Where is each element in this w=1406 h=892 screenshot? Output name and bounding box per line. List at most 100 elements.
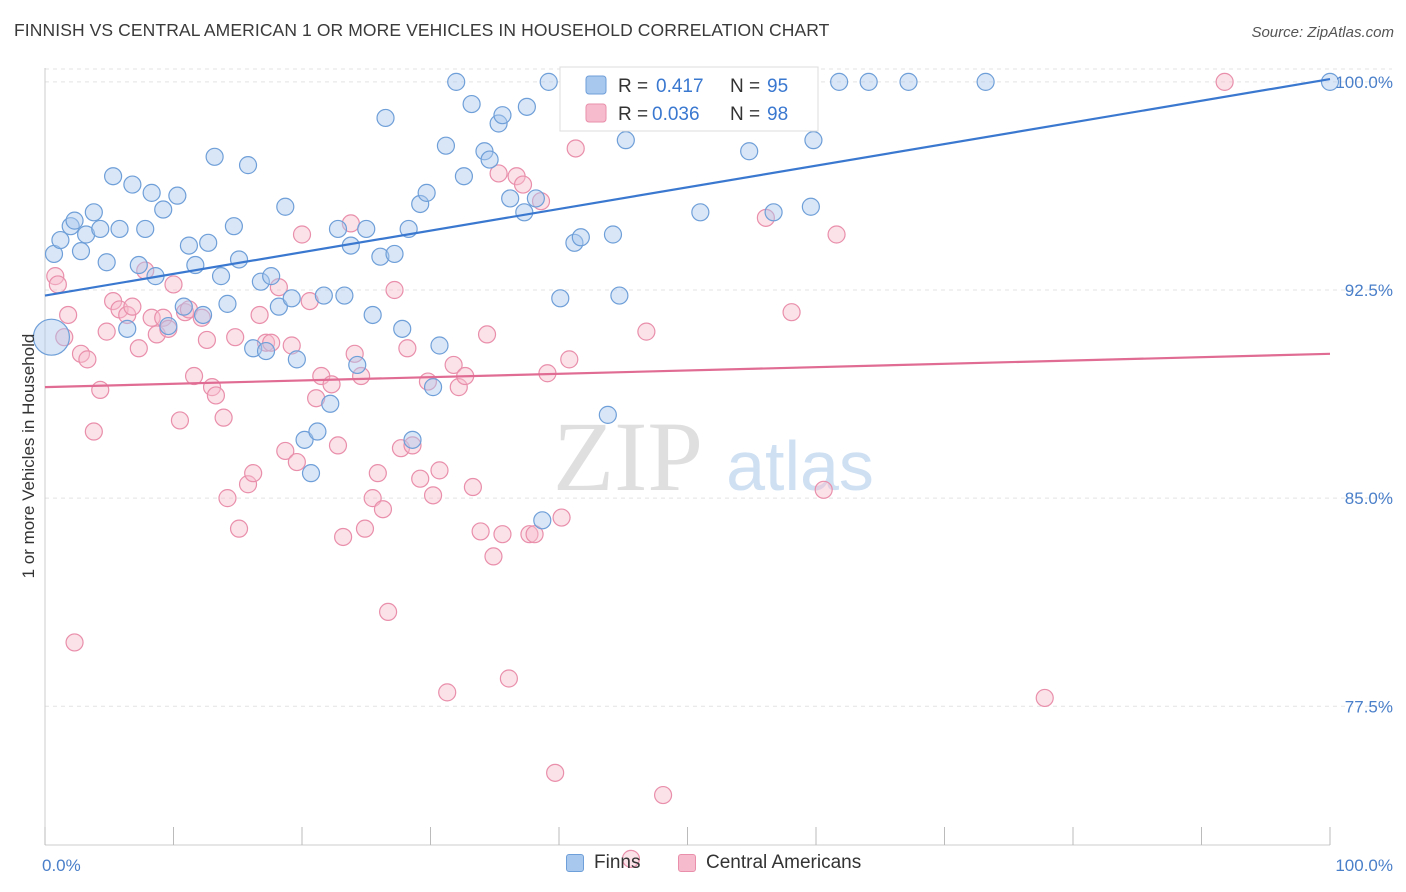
data-point-finns bbox=[616, 131, 635, 150]
source-label: Source: ZipAtlas.com bbox=[1251, 24, 1394, 41]
data-point-finns bbox=[526, 189, 545, 208]
data-point-central-americans bbox=[477, 325, 497, 344]
data-point-finns bbox=[804, 131, 823, 150]
data-point-central-americans bbox=[250, 305, 269, 325]
data-point-finns bbox=[136, 219, 155, 239]
data-point-finns bbox=[976, 72, 995, 91]
data-point-finns bbox=[110, 219, 129, 239]
data-point-finns bbox=[571, 228, 590, 247]
data-point-finns bbox=[321, 394, 340, 413]
data-point-central-americans bbox=[403, 436, 422, 455]
data-point-central-americans bbox=[430, 461, 449, 480]
data-point-finns bbox=[385, 244, 404, 264]
data-point-central-americans bbox=[244, 464, 263, 483]
data-point-finns bbox=[32, 318, 71, 356]
data-point-finns bbox=[610, 286, 629, 305]
data-point-central-americans bbox=[328, 436, 348, 455]
data-point-finns bbox=[51, 230, 70, 250]
data-point-central-americans bbox=[423, 486, 443, 505]
watermark-atlas: atlas bbox=[726, 427, 874, 505]
data-point-central-americans bbox=[363, 489, 382, 508]
data-point-finns bbox=[224, 217, 243, 236]
data-point-finns bbox=[603, 225, 623, 244]
data-point-finns bbox=[764, 203, 783, 222]
data-point-central-americans bbox=[449, 378, 468, 397]
data-point-finns bbox=[501, 189, 520, 208]
data-point-central-americans bbox=[355, 519, 375, 538]
data-point-finns bbox=[423, 378, 443, 397]
data-point-central-americans bbox=[1215, 72, 1234, 91]
data-point-central-americans bbox=[226, 328, 245, 347]
data-point-central-americans bbox=[463, 477, 483, 497]
chart-title: FINNISH VS CENTRAL AMERICAN 1 OR MORE VE… bbox=[14, 20, 830, 40]
data-point-central-americans bbox=[164, 275, 183, 294]
data-point-finns bbox=[454, 167, 474, 186]
data-point-finns bbox=[335, 286, 354, 305]
data-point-central-americans bbox=[184, 366, 204, 386]
data-point-central-americans bbox=[1035, 688, 1054, 708]
data-point-finns bbox=[71, 242, 91, 261]
legend-item-ca: Central Americans bbox=[678, 852, 861, 874]
data-point-central-americans bbox=[170, 411, 190, 430]
data-point-central-americans bbox=[493, 525, 512, 544]
data-point-central-americans bbox=[499, 669, 518, 688]
data-point-finns bbox=[276, 197, 295, 216]
data-point-finns bbox=[314, 286, 333, 305]
data-point-central-americans bbox=[282, 336, 301, 355]
y-tick-label: 100.0% bbox=[1335, 73, 1393, 92]
data-point-finns bbox=[211, 267, 231, 286]
data-point-finns bbox=[199, 233, 218, 252]
data-point-central-americans bbox=[373, 500, 393, 519]
data-point-central-americans bbox=[531, 192, 551, 211]
y-tick-label: 92.5% bbox=[1345, 281, 1393, 300]
data-point-central-americans bbox=[560, 350, 579, 369]
y-tick-label: 77.5% bbox=[1345, 697, 1393, 716]
legend-ca-n-label: N = bbox=[730, 104, 760, 125]
data-point-finns bbox=[462, 94, 481, 114]
data-point-central-americans bbox=[218, 489, 237, 508]
data-point-central-americans bbox=[566, 139, 585, 158]
data-point-central-americans bbox=[84, 422, 103, 441]
data-point-finns bbox=[193, 305, 213, 325]
data-point-central-americans bbox=[322, 375, 341, 394]
data-point-finns bbox=[301, 464, 321, 483]
data-point-central-americans bbox=[520, 525, 539, 544]
data-point-finns bbox=[205, 147, 224, 166]
data-point-central-americans bbox=[48, 275, 67, 294]
data-point-finns bbox=[97, 253, 116, 272]
data-point-finns bbox=[328, 219, 348, 239]
data-point-central-americans bbox=[385, 280, 404, 300]
data-point-finns bbox=[493, 106, 512, 125]
data-point-central-americans bbox=[197, 330, 217, 350]
data-point-central-americans bbox=[129, 339, 148, 358]
data-point-finns bbox=[899, 72, 918, 91]
data-point-finns bbox=[411, 194, 430, 214]
series-finns bbox=[32, 72, 1340, 530]
data-point-central-americans bbox=[653, 785, 673, 805]
data-point-finns bbox=[84, 203, 103, 222]
data-point-central-americans bbox=[334, 527, 353, 547]
data-point-finns bbox=[357, 219, 376, 239]
data-point-finns bbox=[1320, 72, 1340, 91]
data-point-finns bbox=[118, 319, 137, 338]
data-point-central-americans bbox=[368, 464, 387, 483]
swatch-ca bbox=[678, 854, 696, 872]
data-point-finns bbox=[218, 294, 237, 313]
y-axis-label: 1 or more Vehicles in Household bbox=[19, 334, 38, 579]
data-point-central-americans bbox=[59, 305, 78, 325]
legend-finns-n-label: N = bbox=[730, 76, 760, 97]
data-point-central-americans bbox=[444, 355, 463, 375]
data-point-central-americans bbox=[378, 602, 398, 622]
legend-box: R = 0.417 N = 95 R = 0.036 N = 98 bbox=[559, 66, 819, 132]
data-point-finns bbox=[403, 430, 422, 449]
trend-line-central-americans bbox=[44, 352, 1331, 389]
data-point-finns bbox=[517, 97, 536, 116]
legend-label-ca: Central Americans bbox=[706, 852, 862, 873]
data-point-central-americans bbox=[345, 344, 364, 363]
y-tick-labels: 77.5% 85.0% 92.5% 100.0% bbox=[1335, 73, 1393, 716]
data-point-central-americans bbox=[471, 522, 490, 541]
data-point-central-americans bbox=[411, 469, 430, 488]
data-point-finns bbox=[598, 405, 617, 424]
data-point-finns bbox=[295, 430, 314, 449]
